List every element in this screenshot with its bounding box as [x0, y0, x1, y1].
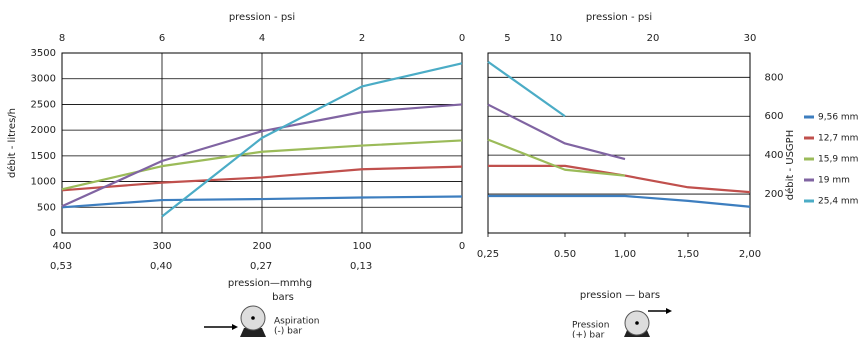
x-bars-label: 0,53 [50, 261, 72, 272]
series-line [487, 103, 626, 161]
series-line [61, 165, 463, 192]
annotation: (+) bar [572, 331, 605, 338]
plot-frame [487, 52, 751, 234]
legend-label: 9,56 mm [818, 113, 858, 123]
pressure-icon [624, 308, 672, 337]
x-tick-label: 200 [252, 241, 271, 252]
y-tick-label: 1000 [31, 177, 56, 188]
x-tick-label: 300 [152, 241, 171, 252]
x-bars-label: 0,40 [150, 261, 172, 272]
x2-axis-title: pression - psi [586, 12, 652, 23]
suction-icon [204, 305, 266, 337]
y-tick-label: 3500 [31, 48, 56, 59]
x-bars-label: 0,27 [250, 261, 272, 272]
series-line [487, 60, 566, 118]
x-tick-label: 2,00 [739, 249, 761, 260]
y-tick-label: 3000 [31, 74, 56, 85]
x2-tick-label: 0 [459, 33, 465, 44]
y2-tick-label: 400 [764, 150, 783, 161]
legend-label: 25,4 mm [818, 197, 858, 207]
annotation: Pression [572, 321, 609, 331]
y-tick-label: 1500 [31, 151, 56, 162]
x-tick-label: 0 [459, 241, 465, 252]
x2-tick-label: 4 [259, 33, 265, 44]
y2-tick-label: 800 [764, 72, 783, 83]
series-line [61, 103, 463, 208]
y2-tick-label: 600 [764, 111, 783, 122]
legend-label: 12,7 mm [818, 134, 858, 144]
x2-tick-label: 20 [647, 33, 660, 44]
legend-label: 19 mm [818, 176, 850, 186]
x2-tick-label: 10 [550, 33, 563, 44]
series-line [488, 194, 751, 208]
y-tick-label: 2000 [31, 125, 56, 136]
x2-tick-label: 2 [359, 33, 365, 44]
x2-tick-label: 8 [59, 33, 65, 44]
annotation: (-) bar [274, 327, 302, 337]
x2-tick-label: 30 [744, 33, 757, 44]
y2-tick-label: 200 [764, 189, 783, 200]
x-axis-title: pression—mmhg [228, 278, 312, 289]
x2-axis-title: pression - psi [229, 12, 295, 23]
x-tick-label: 1,50 [677, 249, 699, 260]
x-bars-label: 0,13 [350, 261, 372, 272]
x-axis-title: pression — bars [580, 290, 660, 301]
annotation: Aspiration [274, 317, 320, 327]
series-line [161, 62, 463, 218]
y2-axis-title: débit - USGPH [784, 130, 796, 200]
x-tick-label: 0,25 [477, 249, 499, 260]
series-line [488, 164, 751, 194]
series-line [61, 195, 463, 209]
series-line [487, 138, 626, 177]
y-tick-label: 0 [50, 228, 56, 239]
x2-tick-label: 6 [159, 33, 165, 44]
x-tick-label: 0.50 [554, 249, 576, 260]
x-tick-label: 400 [52, 241, 71, 252]
x-tick-label: 1,00 [614, 249, 636, 260]
x2-tick-label: 5 [504, 33, 510, 44]
y-tick-label: 2500 [31, 99, 56, 110]
series-line [61, 139, 463, 191]
y-axis-title: débit - litres/h [6, 108, 18, 178]
x-axis-title: bars [272, 292, 294, 303]
legend-label: 15,9 mm [818, 155, 858, 165]
y-tick-label: 500 [37, 202, 56, 213]
x-tick-label: 100 [352, 241, 371, 252]
